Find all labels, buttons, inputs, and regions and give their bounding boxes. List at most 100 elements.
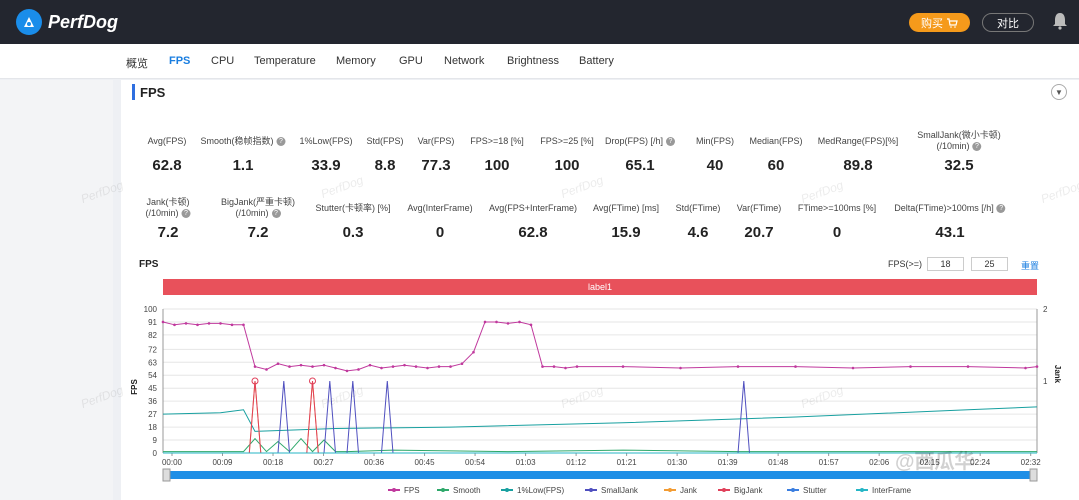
y-tick-label: 82 (148, 331, 157, 340)
x-tick-label: 02:06 (869, 458, 890, 467)
fps-data-point (851, 366, 855, 370)
bell-icon[interactable] (1052, 12, 1068, 30)
label-band[interactable]: label1 (163, 279, 1037, 295)
stat-label-text: SmallJank(微小卡顿) (917, 130, 1001, 140)
stat-label-text: 1%Low(FPS) (299, 136, 353, 146)
fps-threshold-label: FPS(>=) (888, 259, 923, 269)
fps-data-point (242, 323, 245, 327)
y-tick-label: 54 (148, 371, 157, 380)
fps-data-point (621, 365, 625, 368)
stat-value: 77.3 (421, 157, 451, 174)
stat-value: 33.9 (311, 157, 341, 174)
fps-threshold-input-2[interactable] (971, 257, 1008, 271)
stat-value: 0.3 (342, 224, 364, 241)
left-panel (0, 80, 113, 500)
top-bar: PerfDog 购买 对比 (0, 0, 1079, 44)
stat-label-text: FTime>=100ms [%] (797, 203, 877, 213)
stat-value: 4.6 (687, 224, 709, 241)
legend-label: Stutter (803, 486, 827, 495)
legend-label: Smooth (453, 486, 481, 495)
y-tick-label: 100 (144, 305, 158, 314)
fps-data-point (219, 322, 222, 325)
nav-bar: 概览 FPS CPU Temperature Memory GPU Networ… (0, 44, 1079, 79)
stat-label: MedRange(FPS)[%] (818, 136, 899, 147)
stat-label: Avg(FPS) (148, 136, 187, 147)
stat-label-text: Jank(卡顿) (146, 197, 190, 207)
tab-battery[interactable]: Battery (579, 55, 614, 67)
stat-value: 0 (435, 224, 445, 241)
fps-data-point (334, 366, 337, 370)
fps-data-point (253, 365, 257, 368)
stat-label: Std(FPS) (366, 136, 403, 147)
help-icon[interactable]: ? (972, 142, 982, 152)
fps-data-point (1024, 366, 1027, 370)
stat-label-text: MedRange(FPS)[%] (817, 136, 899, 146)
fps-data-point (495, 320, 498, 324)
help-icon[interactable]: ? (996, 204, 1006, 214)
fps-data-point (472, 350, 475, 354)
legend-label: FPS (404, 486, 420, 495)
buy-button[interactable]: 购买 (909, 13, 970, 32)
perfdog-logo-icon (16, 9, 42, 35)
stat-label: 1%Low(FPS) (299, 136, 352, 147)
legend-marker (722, 488, 726, 492)
stat-label: Var(FTime) (737, 203, 782, 214)
stat-label-text: Var(FTime) (736, 203, 782, 213)
help-icon[interactable]: ? (666, 137, 676, 147)
reset-link[interactable]: 重置 (1021, 261, 1040, 271)
stat-value: 43.1 (935, 224, 965, 241)
fps-data-point (196, 323, 199, 327)
x-tick-label: 00:54 (465, 458, 486, 467)
fps-data-point (426, 366, 429, 370)
stat-label-text: Avg(FPS) (147, 136, 187, 146)
tab-memory[interactable]: Memory (336, 55, 376, 67)
y-tick-label: 91 (148, 318, 157, 327)
y-tick-label: 9 (153, 436, 158, 445)
fps-data-point (311, 365, 314, 368)
stat-value: 7.2 (157, 224, 179, 241)
legend-label: Jank (680, 486, 698, 495)
bigjank-marker (309, 377, 316, 385)
x-tick-label: 01:21 (617, 458, 638, 467)
fps-data-point (736, 365, 740, 368)
help-icon[interactable]: ? (276, 137, 286, 147)
fps-data-point (322, 363, 326, 367)
stat-label: Drop(FPS) [/h]? (605, 136, 676, 147)
fps-data-point (173, 323, 176, 327)
tab-network[interactable]: Network (444, 55, 485, 67)
compare-button[interactable]: 对比 (982, 13, 1034, 32)
stat-label-text: Median(FPS) (749, 136, 803, 146)
legend-marker (668, 488, 672, 492)
fps-data-point (437, 365, 441, 368)
fps-data-point (483, 320, 487, 324)
fps-data-point (552, 365, 556, 368)
fps-data-point (518, 320, 521, 324)
series-line-fps (162, 321, 1038, 372)
tab-fps[interactable]: FPS (169, 55, 191, 67)
help-icon[interactable]: ? (271, 209, 281, 219)
x-tick-label: 02:24 (970, 458, 991, 467)
stat-label-text: BigJank(严重卡顿) (220, 197, 296, 207)
help-icon[interactable]: ? (181, 209, 191, 219)
fps-data-point (575, 365, 579, 368)
collapse-toggle-icon[interactable]: ▼ (1051, 84, 1067, 100)
corner-watermark: @西瓜华 (895, 451, 975, 473)
stat-label: FTime>=100ms [%] (798, 203, 876, 214)
tab-overview[interactable]: 概览 (126, 58, 148, 70)
legend-marker (392, 488, 396, 492)
section-accent (132, 84, 135, 100)
x-tick-label: 01:12 (566, 458, 587, 467)
tab-temperature[interactable]: Temperature (254, 55, 316, 67)
stat-label-unit: (/10min) (936, 141, 970, 151)
tab-cpu[interactable]: CPU (211, 55, 235, 67)
fps-data-point (380, 366, 383, 370)
x-tick-label: 01:48 (768, 458, 789, 467)
cart-icon (947, 17, 958, 28)
fps-threshold-input-1[interactable] (927, 257, 964, 271)
stat-label-text: Avg(FPS+InterFrame) (488, 203, 578, 213)
logo[interactable]: PerfDog (16, 9, 118, 35)
tab-gpu[interactable]: GPU (399, 55, 423, 67)
tab-brightness[interactable]: Brightness (507, 55, 559, 67)
fps-data-point (506, 322, 510, 325)
